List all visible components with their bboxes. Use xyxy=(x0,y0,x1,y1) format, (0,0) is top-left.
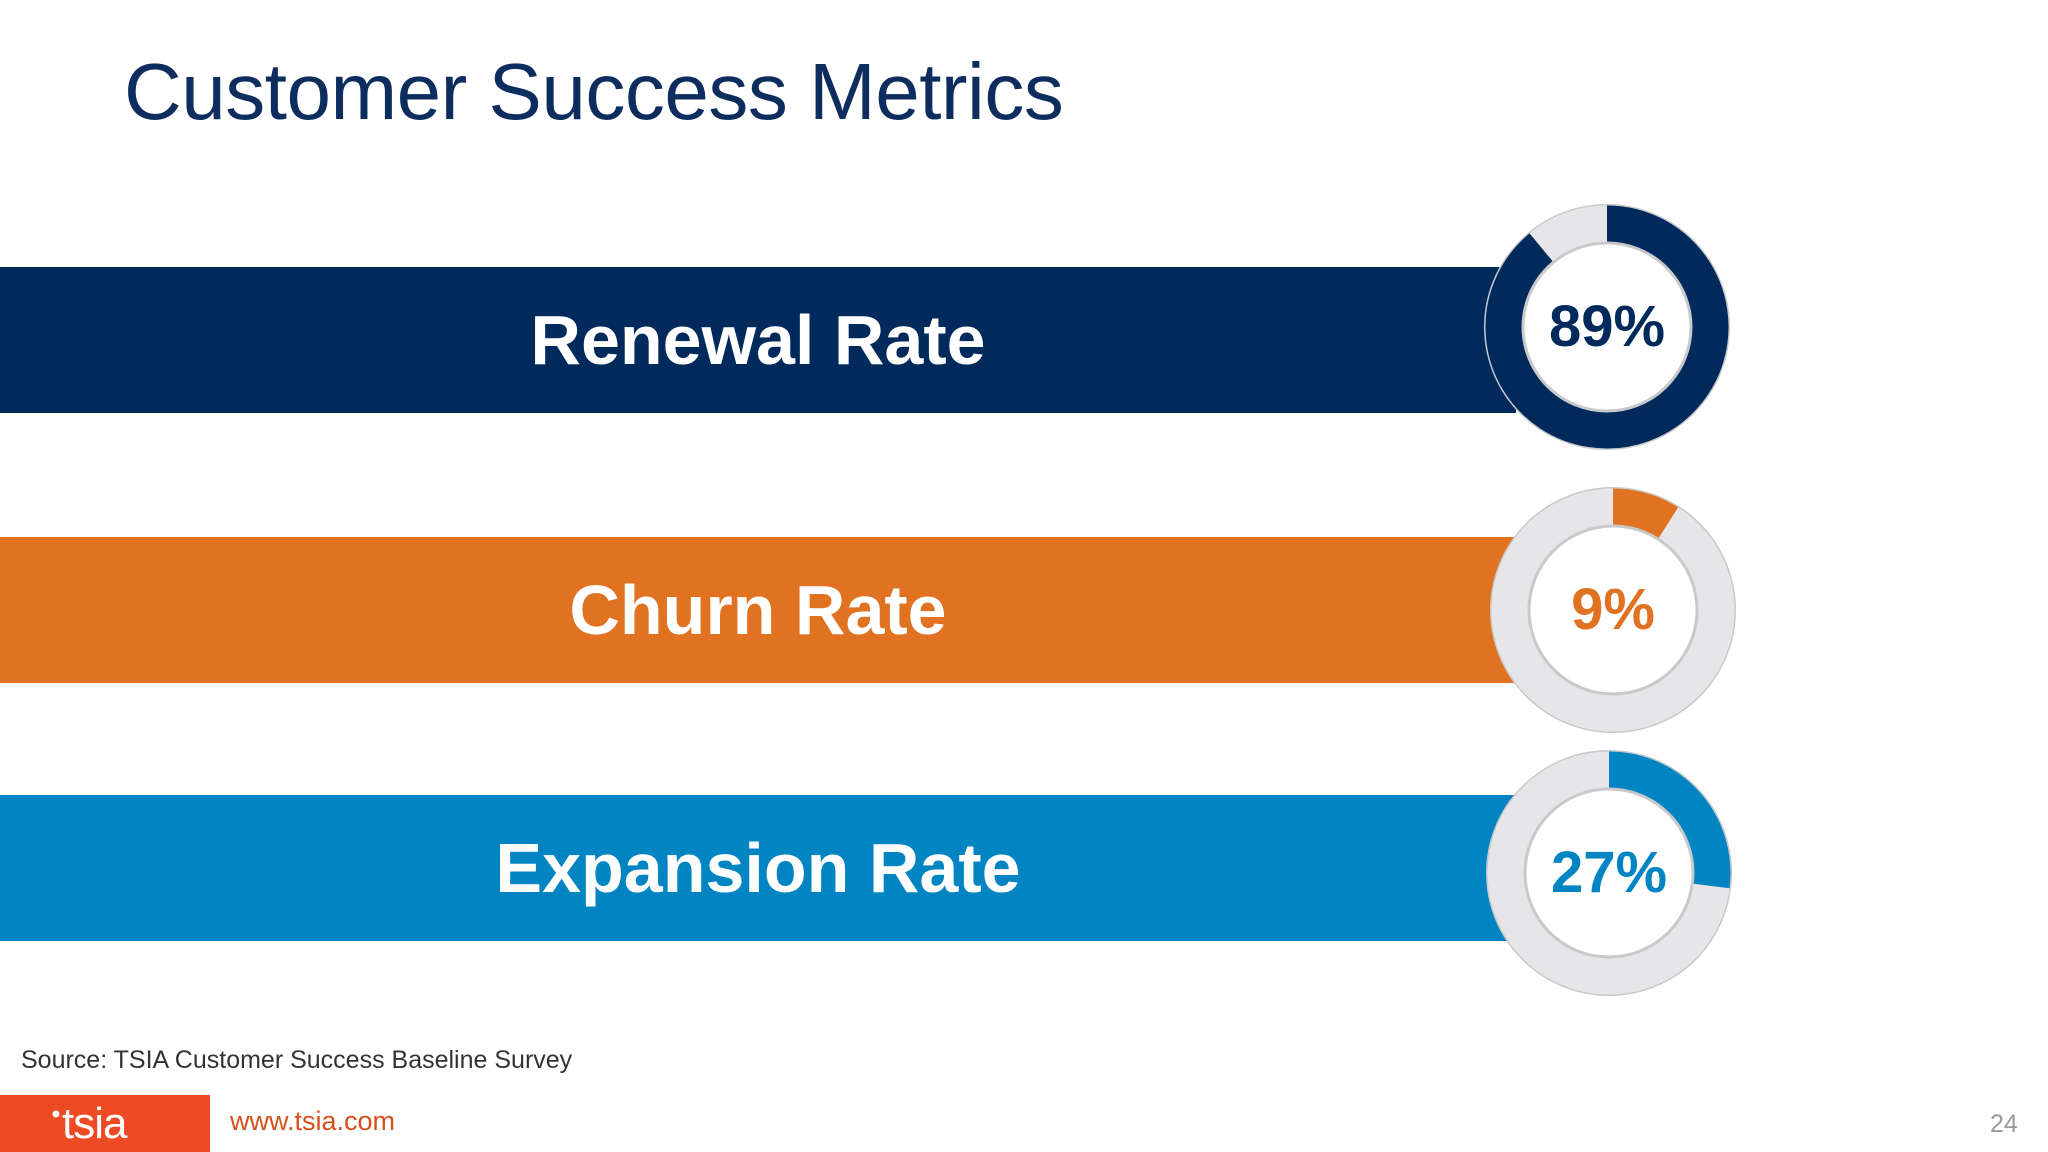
metric-bar-churn-rate: Churn Rate xyxy=(0,537,1516,683)
source-note: Source: TSIA Customer Success Baseline S… xyxy=(21,1046,573,1074)
metric-value: 9% xyxy=(1571,577,1655,642)
donut-expansion-rate: 27% xyxy=(1486,750,1732,996)
metric-value: 27% xyxy=(1550,840,1668,905)
donut-chart-svg xyxy=(1490,487,1736,733)
metric-bar-renewal-rate: Renewal Rate xyxy=(0,267,1516,413)
donut-value-arc xyxy=(1485,205,1729,449)
footer-url-link[interactable]: www.tsia.com xyxy=(230,1106,396,1136)
donut-value-arc xyxy=(1612,488,1679,540)
donut-churn-rate: 9% xyxy=(1490,487,1736,733)
slide-title: Customer Success Metrics xyxy=(124,47,1064,136)
page-number: 24 xyxy=(1990,1110,2018,1138)
logo-wordmark: tsia xyxy=(62,1100,128,1148)
donut-inner-ring xyxy=(1521,241,1693,413)
donut-chart-svg xyxy=(1484,204,1730,450)
metric-bar-expansion-rate: Expansion Rate xyxy=(0,795,1516,941)
metric-label: Churn Rate xyxy=(569,571,947,649)
logo-dot xyxy=(52,1110,60,1117)
metric-label: Expansion Rate xyxy=(495,829,1021,907)
donut-inner-ring xyxy=(1527,524,1699,696)
donut-renewal-rate: 89% xyxy=(1484,204,1730,450)
tsia-logo-mark: tsia xyxy=(52,1100,129,1148)
metric-value: 89% xyxy=(1548,294,1666,359)
tsia-logo: tsia xyxy=(0,1095,210,1152)
donut-inner-ring xyxy=(1523,787,1695,959)
donut-value-arc xyxy=(1608,751,1731,889)
donut-chart-svg xyxy=(1486,750,1732,996)
metric-label: Renewal Rate xyxy=(530,301,986,379)
